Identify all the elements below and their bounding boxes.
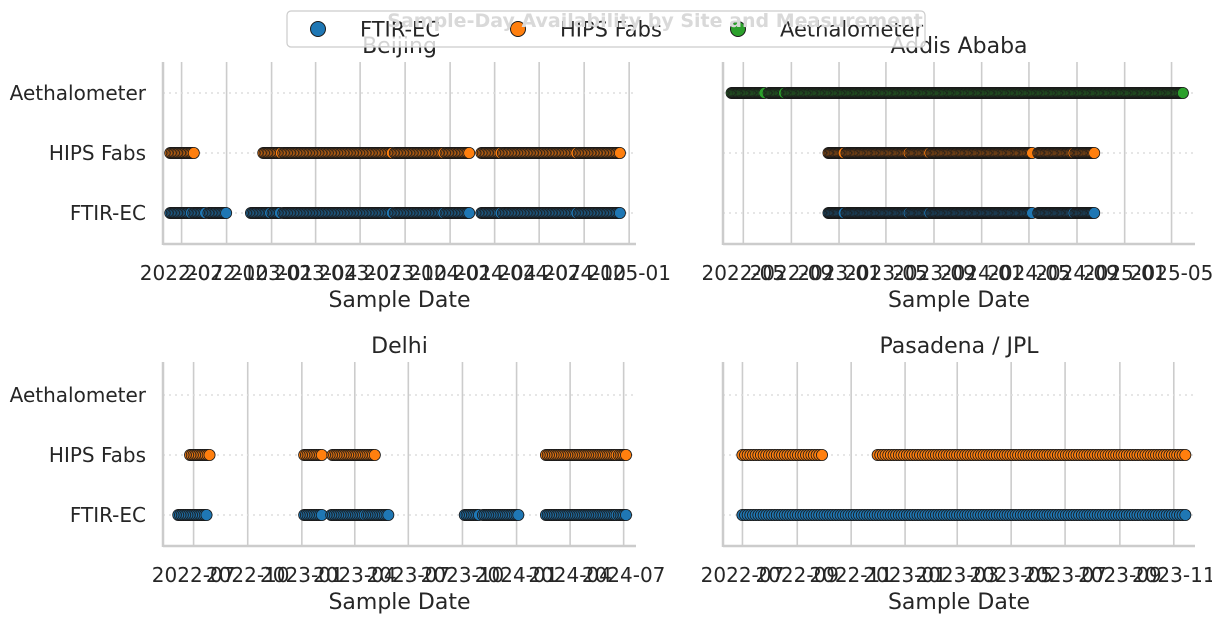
data-point xyxy=(368,448,381,461)
data-point xyxy=(382,508,395,521)
x-tick-label: 2024-04 xyxy=(453,261,537,285)
x-tick-label: 2023-07 xyxy=(1023,563,1107,587)
legend-marker xyxy=(310,21,326,37)
x-tick-label: 2023-04 xyxy=(274,261,358,285)
data-point xyxy=(203,448,216,461)
data-point xyxy=(613,146,626,159)
x-tick-label: 2023-01 xyxy=(230,261,314,285)
x-tick-label: 2022-07 xyxy=(701,563,785,587)
x-tick-label: 2023-03 xyxy=(915,563,999,587)
data-point xyxy=(315,448,328,461)
x-axis-label: Sample Date xyxy=(328,288,470,313)
x-tick-label: 2023-11 xyxy=(1132,563,1212,587)
legend-label: Aethalometer xyxy=(780,18,924,42)
x-tick-label: 2024-04 xyxy=(528,563,612,587)
x-axis-label: Sample Date xyxy=(888,590,1030,615)
data-point xyxy=(220,206,233,219)
legend-entry: Aethalometer xyxy=(730,18,924,42)
series-hips-fabs xyxy=(736,448,1192,461)
x-tick-label: 2023-10 xyxy=(363,261,447,285)
panel-4: 2022-072022-092022-112023-012023-032023-… xyxy=(701,334,1212,615)
y-tick-label: FTIR-EC xyxy=(70,503,146,527)
panel-title: Pasadena / JPL xyxy=(879,334,1039,359)
x-tick-label: 2022-10 xyxy=(185,261,269,285)
x-tick-label: 2023-05 xyxy=(844,261,928,285)
data-point xyxy=(463,146,476,159)
series-hips-fabs xyxy=(164,146,626,159)
x-tick-label: 2025-05 xyxy=(1130,261,1212,285)
x-tick-label: 2022-09 xyxy=(755,563,839,587)
legend-entry: FTIR-EC xyxy=(310,18,440,42)
x-tick-label: 2022-09 xyxy=(750,261,834,285)
series-hips-fabs xyxy=(822,146,1101,159)
x-tick-label: 2022-07 xyxy=(152,563,236,587)
data-point xyxy=(620,508,633,521)
data-point xyxy=(620,448,633,461)
legend-label: HIPS Fabs xyxy=(560,18,662,42)
x-tick-label: 2023-05 xyxy=(969,563,1053,587)
series-aethalometer xyxy=(725,87,1189,100)
x-tick-label: 2023-01 xyxy=(797,261,881,285)
x-tick-label: 2025-01 xyxy=(1083,261,1167,285)
panel-3: 2022-072022-102023-012023-042023-072023-… xyxy=(10,334,666,615)
x-tick-label: 2022-05 xyxy=(702,261,786,285)
x-axis-label: Sample Date xyxy=(888,288,1030,313)
data-point xyxy=(1088,206,1101,219)
data-point xyxy=(1179,508,1192,521)
panel-title: Delhi xyxy=(371,334,428,359)
x-tick-label: 2023-10 xyxy=(421,563,505,587)
series-hips-fabs xyxy=(184,448,633,461)
figure-title: Sample-Day Availability by Site and Meas… xyxy=(387,10,922,32)
x-axis-label: Sample Date xyxy=(328,590,470,615)
x-tick-label: 2024-05 xyxy=(987,261,1071,285)
data-point xyxy=(187,146,200,159)
panel-1: 2022-072022-102023-012023-042023-072023-… xyxy=(10,34,671,313)
x-tick-label: 2024-07 xyxy=(582,563,666,587)
data-point xyxy=(816,448,829,461)
x-tick-label: 2023-09 xyxy=(892,261,976,285)
x-tick-label: 2024-09 xyxy=(1035,261,1119,285)
x-tick-label: 2024-01 xyxy=(475,563,559,587)
legend-frame xyxy=(286,10,926,48)
data-point xyxy=(200,508,213,521)
series-ftir-ec xyxy=(172,508,633,521)
x-tick-label: 2023-04 xyxy=(313,563,397,587)
data-point xyxy=(1088,146,1101,159)
data-point xyxy=(1176,87,1189,100)
x-tick-label: 2023-07 xyxy=(367,563,451,587)
x-tick-label: 2023-01 xyxy=(863,563,947,587)
y-tick-label: HIPS Fabs xyxy=(49,443,146,467)
data-point xyxy=(512,508,525,521)
series-ftir-ec xyxy=(164,206,626,219)
data-point xyxy=(1179,448,1192,461)
legend-label: FTIR-EC xyxy=(360,18,440,42)
y-tick-label: HIPS Fabs xyxy=(49,141,146,165)
y-tick-label: FTIR-EC xyxy=(70,201,146,225)
x-tick-label: 2022-11 xyxy=(809,563,893,587)
legend-marker xyxy=(510,21,526,37)
legend-marker xyxy=(730,21,746,37)
x-tick-label: 2022-10 xyxy=(206,563,290,587)
series-ftir-ec xyxy=(822,206,1101,219)
x-tick-label: 2022-07 xyxy=(140,261,224,285)
legend: FTIR-EC HIPS Fabs Aethalometer xyxy=(286,10,926,48)
x-tick-label: 2023-07 xyxy=(318,261,402,285)
x-tick-label: 2024-01 xyxy=(940,261,1024,285)
legend-entry: HIPS Fabs xyxy=(510,18,662,42)
x-tick-label: 2023-09 xyxy=(1078,563,1162,587)
x-tick-label: 2023-01 xyxy=(260,563,344,587)
x-tick-label: 2025-01 xyxy=(587,261,671,285)
x-tick-label: 2024-10 xyxy=(542,261,626,285)
y-tick-label: Aethalometer xyxy=(10,81,147,105)
y-tick-label: Aethalometer xyxy=(10,383,147,407)
data-point xyxy=(613,206,626,219)
x-tick-label: 2024-01 xyxy=(408,261,492,285)
x-tick-label: 2024-07 xyxy=(497,261,581,285)
series-ftir-ec xyxy=(736,508,1192,521)
data-point xyxy=(463,206,476,219)
panel-2: 2022-052022-092023-012023-052023-092024-… xyxy=(702,34,1212,313)
